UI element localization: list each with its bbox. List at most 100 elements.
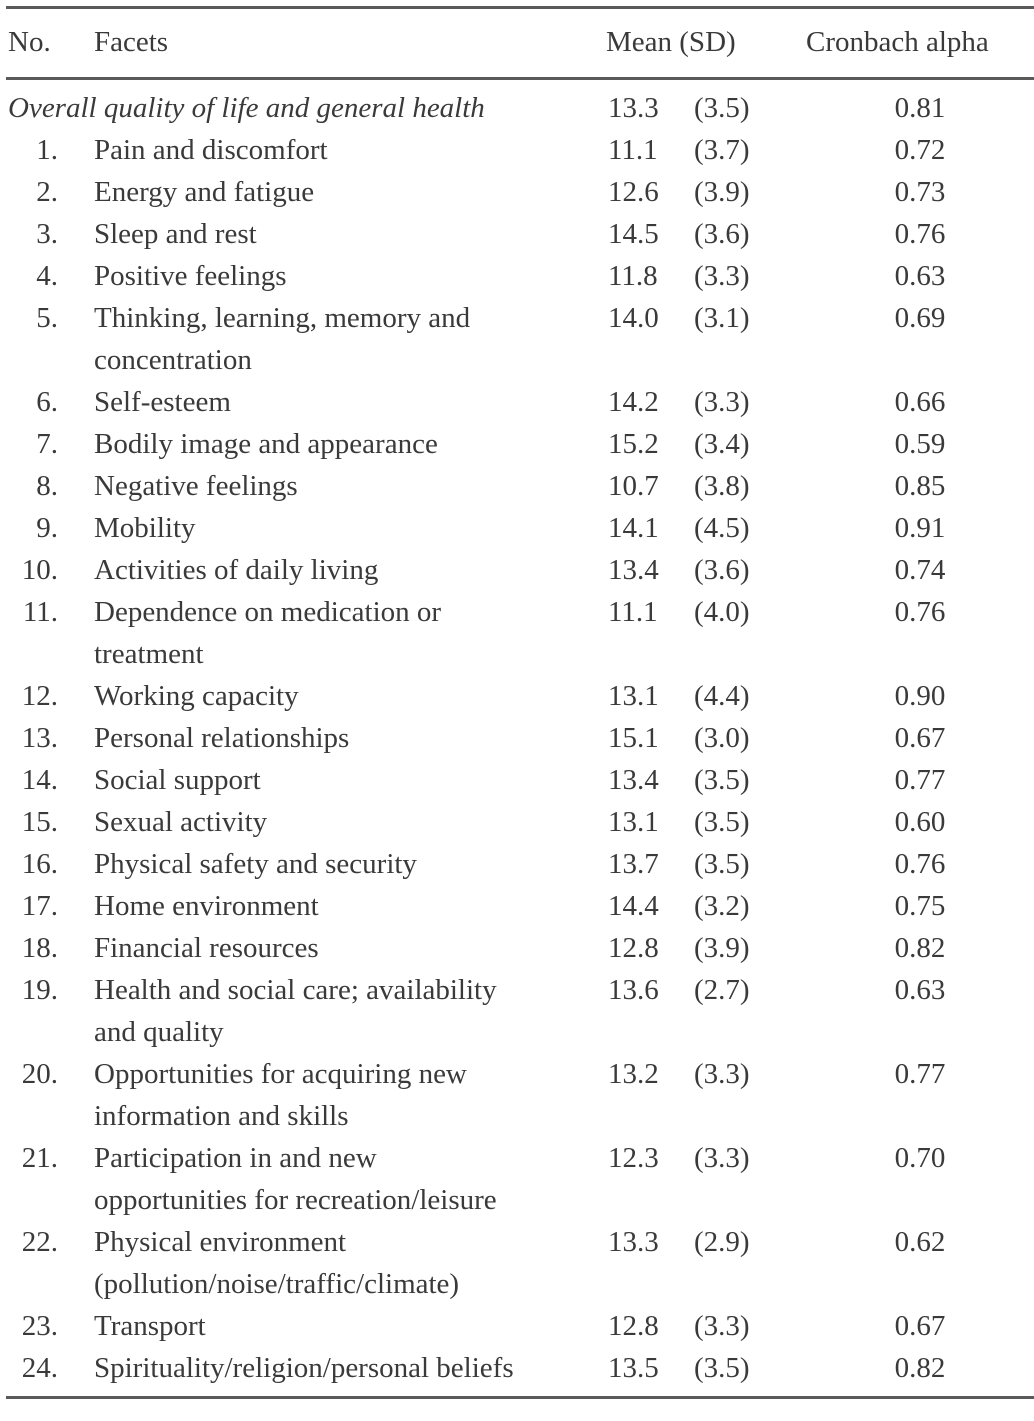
alpha-value: 0.72 [894, 134, 946, 166]
facet-name: Spirituality/religion/personal beliefs [94, 1352, 514, 1384]
header-facets: Facets [94, 26, 169, 58]
row-number: 19. [21, 974, 58, 1006]
facet-name: Thinking, learning, memory and [94, 302, 471, 334]
alpha-value: 0.60 [894, 806, 946, 838]
sd-value: (3.9) [694, 932, 750, 964]
row-number: 21. [21, 1142, 58, 1174]
overall-label: Overall quality of life and general heal… [8, 92, 485, 124]
row-number: 24. [21, 1352, 58, 1384]
top-rule [6, 6, 1034, 9]
alpha-value: 0.76 [894, 848, 946, 880]
row-number: 18. [21, 932, 58, 964]
row-number: 15. [21, 806, 58, 838]
mean-value: 13.1 [608, 680, 659, 712]
sd-value: (3.6) [694, 218, 750, 250]
sd-value: (3.3) [694, 386, 750, 418]
facet-name: Self-esteem [94, 386, 231, 418]
sd-value: (4.0) [694, 596, 750, 628]
row-number: 4. [36, 260, 58, 292]
row-number: 10. [21, 554, 58, 586]
mean-value: 11.1 [608, 134, 658, 166]
sd-value: (3.5) [694, 1352, 750, 1384]
alpha-value: 0.63 [894, 260, 946, 292]
row-number: 22. [21, 1226, 58, 1258]
row-number: 11. [22, 596, 58, 628]
row-number: 2. [36, 176, 58, 208]
sd-value: (3.3) [694, 1142, 750, 1174]
sd-value: (3.5) [694, 848, 750, 880]
facet-name-continued: information and skills [94, 1100, 349, 1132]
mean-value: 13.4 [608, 554, 659, 586]
facet-name-continued: concentration [94, 344, 252, 376]
mean-value: 13.6 [608, 974, 659, 1006]
alpha-value: 0.76 [894, 218, 946, 250]
mean-value: 12.8 [608, 932, 659, 964]
alpha-value: 0.69 [894, 302, 946, 334]
row-number: 9. [36, 512, 58, 544]
row-number: 23. [21, 1310, 58, 1342]
row-number: 14. [21, 764, 58, 796]
sd-value: (3.3) [694, 1058, 750, 1090]
facet-name: Transport [94, 1310, 206, 1342]
mean-value: 13.5 [608, 1352, 659, 1384]
alpha-value: 0.67 [894, 722, 946, 754]
mean-value: 14.2 [608, 386, 659, 418]
mean-value: 11.1 [608, 596, 658, 628]
sd-value: (3.5) [694, 806, 750, 838]
facet-name: Social support [94, 764, 261, 796]
facet-name: Financial resources [94, 932, 319, 964]
sd-value: (3.9) [694, 176, 750, 208]
alpha-value: 0.75 [894, 890, 946, 922]
mean-value: 11.8 [608, 260, 658, 292]
facet-name: Working capacity [94, 680, 299, 712]
mean-value: 13.3 [608, 1226, 659, 1258]
alpha-value: 0.59 [894, 428, 946, 460]
alpha-value: 0.82 [894, 1352, 946, 1384]
sd-value: (2.7) [694, 974, 750, 1006]
mean-value: 14.0 [608, 302, 659, 334]
alpha-value: 0.73 [894, 176, 946, 208]
facet-name: Bodily image and appearance [94, 428, 438, 460]
mean-value: 15.2 [608, 428, 659, 460]
facet-name: Health and social care; availability [94, 974, 497, 1006]
sd-value: (4.5) [694, 512, 750, 544]
header-mean-sd: Mean (SD) [606, 26, 736, 58]
sd-value: (3.0) [694, 722, 750, 754]
facet-name: Sleep and rest [94, 218, 257, 250]
row-number: 13. [21, 722, 58, 754]
sd-value: (3.8) [694, 470, 750, 502]
header-no: No. [8, 26, 51, 58]
facet-name: Positive feelings [94, 260, 287, 292]
facet-name: Mobility [94, 512, 196, 544]
sd-value: (2.9) [694, 1226, 750, 1258]
row-number: 6. [36, 386, 58, 418]
facet-name-continued: treatment [94, 638, 204, 670]
header-alpha: Cronbach alpha [806, 26, 989, 58]
mean-value: 14.1 [608, 512, 659, 544]
overall-sd: (3.5) [694, 92, 750, 124]
alpha-value: 0.70 [894, 1142, 946, 1174]
facet-name: Activities of daily living [94, 554, 379, 586]
mean-value: 13.1 [608, 806, 659, 838]
mean-value: 12.6 [608, 176, 659, 208]
alpha-value: 0.90 [894, 680, 946, 712]
facet-name: Sexual activity [94, 806, 268, 838]
row-number: 17. [21, 890, 58, 922]
facet-name: Physical safety and security [94, 848, 417, 880]
mean-value: 13.7 [608, 848, 659, 880]
alpha-value: 0.63 [894, 974, 946, 1006]
sd-value: (3.5) [694, 764, 750, 796]
row-number: 5. [36, 302, 58, 334]
alpha-value: 0.67 [894, 1310, 946, 1342]
header-rule [6, 77, 1034, 80]
facet-name: Personal relationships [94, 722, 350, 754]
facet-name-continued: opportunities for recreation/leisure [94, 1184, 497, 1216]
facet-name: Negative feelings [94, 470, 298, 502]
sd-value: (4.4) [694, 680, 750, 712]
mean-value: 14.5 [608, 218, 659, 250]
facet-name-continued: (pollution/noise/traffic/climate) [94, 1268, 460, 1300]
row-number: 12. [21, 680, 58, 712]
facet-name: Home environment [94, 890, 319, 922]
alpha-value: 0.66 [894, 386, 946, 418]
sd-value: (3.3) [694, 260, 750, 292]
